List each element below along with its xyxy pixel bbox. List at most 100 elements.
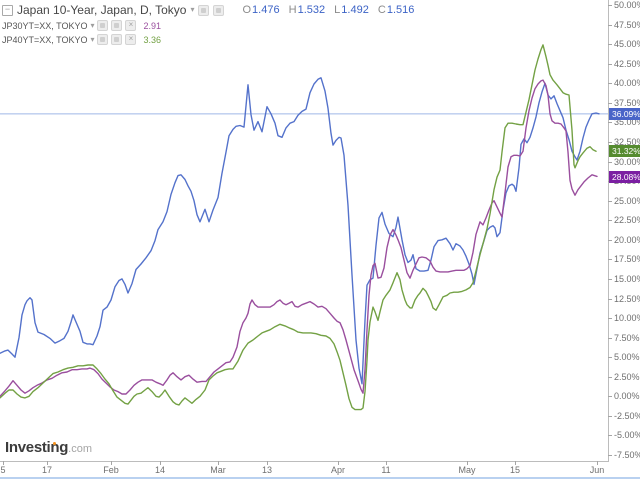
x-axis-tick [267, 461, 268, 465]
settings-icon[interactable] [111, 20, 123, 31]
chevron-down-icon[interactable] [190, 6, 194, 14]
x-axis-tick [111, 461, 112, 465]
y-axis-tick [608, 83, 612, 85]
legend: Japan 10-Year, Japan, D, Tokyo O1.476 H1… [2, 2, 414, 46]
hide-symbol-icon[interactable] [198, 4, 210, 16]
y-axis-tick [608, 161, 612, 163]
y-axis-tick [608, 44, 612, 46]
collapse-legend-icon[interactable] [2, 4, 13, 16]
settings-icon[interactable] [213, 4, 225, 16]
y-axis-label: 20.00% [614, 234, 640, 245]
y-axis-tick [608, 435, 612, 437]
y-axis-label: 30.00% [614, 156, 640, 167]
x-axis-tick [3, 461, 4, 465]
main-symbol-title[interactable]: Japan 10-Year, Japan, D, Tokyo [17, 3, 187, 17]
y-axis-tick [608, 455, 612, 456]
y-axis-tick [608, 357, 612, 359]
bottom-border-line [0, 477, 640, 479]
y-axis-label: -7.50% [614, 450, 640, 460]
low-label: L [334, 4, 341, 16]
y-axis-tick [608, 239, 612, 241]
legend-symbol-row-jp30: JP30YT=XX, TOKYO 2.91 [2, 19, 414, 32]
x-axis-tick [218, 461, 219, 465]
y-axis-label: 25.00% [614, 195, 640, 206]
y-axis-label: 2.50% [614, 371, 640, 382]
price-badge: 36.09% [609, 107, 640, 120]
y-axis-tick [608, 337, 612, 339]
y-axis-label: 32.50% [614, 137, 640, 147]
chevron-down-icon[interactable] [90, 22, 94, 30]
watermark-brand: Investing [5, 439, 69, 456]
y-axis-label: 17.50% [614, 254, 640, 265]
close-label: C [377, 4, 386, 16]
x-axis-tick [338, 461, 339, 465]
low-value: 1.492 [341, 4, 369, 16]
y-axis-label: -2.50% [614, 410, 640, 421]
hide-symbol-icon[interactable] [97, 20, 109, 31]
symbol-value-jp30: 2.91 [143, 20, 162, 31]
x-axis-label: May [458, 465, 476, 475]
legend-symbol-row-jp40: JP40YT=XX, TOKYO 3.36 [2, 33, 414, 46]
open-label: O [242, 4, 252, 16]
settings-icon[interactable] [111, 34, 123, 45]
symbol-title-jp40[interactable]: JP40YT=XX, TOKYO [2, 34, 88, 45]
y-axis-tick [608, 318, 612, 319]
y-axis-label: 22.50% [614, 215, 640, 226]
y-axis-tick [608, 220, 612, 222]
x-axis-tick [386, 461, 387, 465]
y-axis-tick [608, 5, 612, 6]
x-axis-label: 17 [41, 465, 53, 475]
close-icon[interactable] [125, 34, 137, 45]
close-icon[interactable] [125, 20, 137, 31]
x-axis-label: Mar [210, 465, 226, 475]
y-axis-label: 42.50% [614, 58, 640, 69]
watermark-orange-dot [53, 441, 56, 445]
price-badge: 28.08% [609, 170, 640, 183]
x-axis-border [0, 461, 609, 462]
y-axis-tick [608, 122, 612, 124]
close-value: 1.516 [386, 4, 415, 16]
x-axis-label: 15 [509, 465, 521, 475]
y-axis-label: 0.00% [614, 391, 640, 402]
y-axis-tick [608, 415, 612, 417]
x-axis-label: 11 [381, 465, 391, 475]
y-axis-label: 47.50% [614, 19, 640, 30]
x-axis-label: 14 [154, 465, 166, 475]
x-axis-tick [160, 461, 161, 465]
y-axis-label: 5.00% [614, 352, 640, 363]
series-line-japan-10-year [0, 77, 600, 385]
y-axis-tick [608, 259, 612, 261]
y-axis-tick [608, 63, 612, 65]
x-axis-label: Feb [103, 465, 119, 475]
y-axis-tick [608, 200, 612, 202]
x-axis-tick [597, 461, 598, 465]
x-axis-label: 5 [0, 465, 6, 475]
y-axis-border [608, 0, 609, 461]
x-axis-label: Apr [330, 465, 346, 475]
x-axis-tick [515, 461, 516, 465]
series-line-jp40yt-xx [0, 44, 597, 411]
symbol-title-jp30[interactable]: JP30YT=XX, TOKYO [2, 20, 88, 31]
x-axis-tick [47, 461, 48, 465]
y-axis-label: 12.50% [614, 293, 640, 304]
y-axis-tick [608, 396, 612, 398]
y-axis-tick [608, 298, 612, 300]
investing-watermark: Investing.com [5, 439, 92, 457]
chevron-down-icon[interactable] [90, 36, 94, 44]
symbol-value-jp40: 3.36 [143, 34, 162, 45]
y-axis-tick [608, 24, 612, 26]
y-axis-label: 40.00% [614, 78, 640, 89]
y-axis-tick [608, 376, 612, 378]
y-axis-tick [608, 278, 612, 280]
y-axis-label: 45.00% [614, 39, 640, 50]
x-axis-label: 13 [261, 465, 273, 475]
y-axis-label: 50.00% [614, 0, 640, 10]
high-label: H [288, 4, 297, 16]
legend-main-row: Japan 10-Year, Japan, D, Tokyo O1.476 H1… [2, 2, 414, 18]
hide-symbol-icon[interactable] [97, 34, 109, 45]
y-axis-label: 15.00% [614, 273, 640, 284]
y-axis-label: -5.00% [614, 430, 640, 441]
series-line-jp30yt-xx [0, 79, 598, 397]
